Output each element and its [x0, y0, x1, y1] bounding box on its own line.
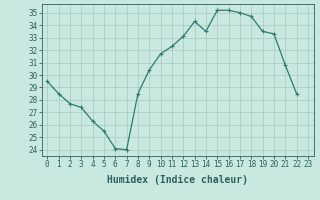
X-axis label: Humidex (Indice chaleur): Humidex (Indice chaleur) — [107, 175, 248, 185]
